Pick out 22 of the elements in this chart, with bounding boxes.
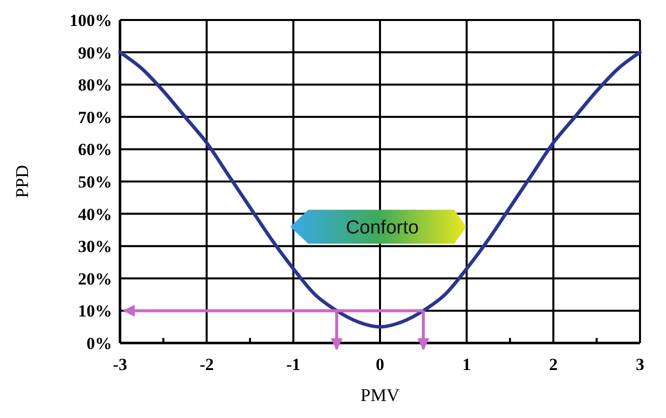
y-tick-label: 50%: [78, 172, 112, 192]
y-tick-label: 40%: [78, 204, 112, 224]
x-tick-label: 0: [376, 355, 384, 374]
y-tick-label: 30%: [78, 237, 112, 256]
line-series: [118, 50, 642, 329]
y-tick-label: 90%: [78, 43, 112, 62]
x-tick-label: 1: [462, 355, 471, 374]
x-tick-label: 3: [636, 355, 644, 374]
y-tick-label: 100%: [70, 11, 112, 30]
y-tick-label: 0%: [86, 334, 112, 353]
x-axis-title: PMV: [360, 385, 400, 405]
y-tick-label: 80%: [78, 76, 112, 95]
x-tick-label: -3: [112, 355, 128, 374]
y-axis-title: PPD: [12, 164, 32, 198]
x-tick-label: -2: [200, 355, 214, 374]
annotation: Conforto: [346, 218, 419, 239]
x-tick-label: -1: [286, 355, 300, 374]
x-tick-label: 2: [549, 355, 558, 374]
y-tick-label: 20%: [78, 269, 112, 288]
y-tick-label: 60%: [78, 140, 112, 160]
y-tick-label: 70%: [78, 108, 112, 127]
y-tick-label: 10%: [78, 302, 112, 321]
